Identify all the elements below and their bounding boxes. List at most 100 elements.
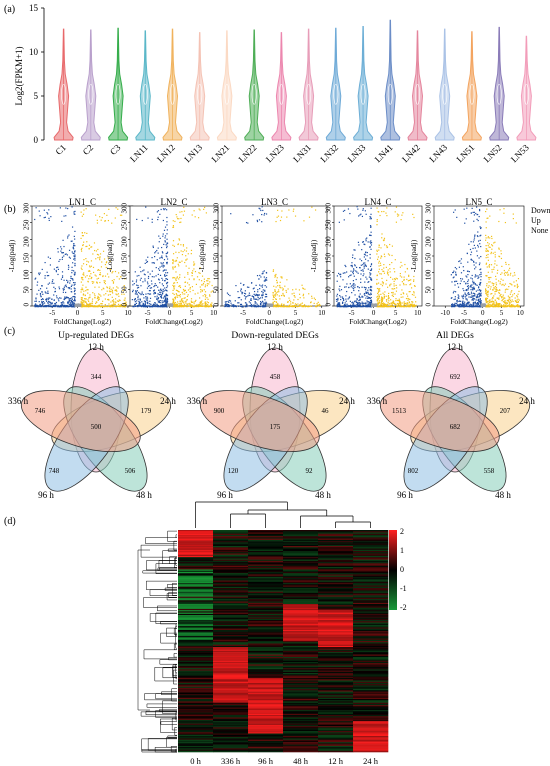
volcano-xtick-label: -5 [349,309,355,317]
volcano-xtick-label: -5 [240,309,246,317]
volcano-xtick-label: 10 [414,309,422,317]
legend-down: Down [531,206,550,215]
volcano-ytick-label: 100 [23,269,31,280]
venn-set-label: 12 h [267,342,283,352]
violin-box [387,83,393,105]
volcano-xtick-label: 5 [500,309,504,317]
legend-none: None [531,226,549,235]
venn-set-label: 24 h [339,396,355,406]
volcano-ylabel: -Log(padj) [309,239,318,272]
venn-set-label: 12 h [88,342,104,352]
volcano-xtick-label: 0 [481,309,485,317]
violin-xlabel: C1 [54,142,69,157]
volcano-frame [433,205,525,307]
violin-xlabel: LN31 [291,142,313,164]
volcano-ytick-label: 250 [425,219,433,230]
volcano-ytick-label: 150 [425,253,433,264]
venn-title: All DEGs [436,331,474,341]
venn-unique-count: 900 [214,407,225,415]
violin-ytick-label: 10 [29,47,39,57]
violin-xlabel: LN42 [400,142,422,164]
venn-title: Down-regulated DEGs [231,331,319,341]
volcano-xtick-label: 0 [76,309,80,317]
violin-box [442,83,448,105]
volcano-xlabel: FoldChange(Log2) [145,317,203,326]
violin-box [523,83,529,105]
venn-unique-count: 558 [484,467,495,475]
heatmap-scale-tick: 2 [400,527,404,536]
violin-box [496,83,502,105]
volcano-ylabel: -Log(padj) [409,239,418,272]
venn-set-label: 96 h [217,490,233,500]
violin-xlabel: LN21 [209,142,231,164]
venn-unique-count: 802 [408,467,419,475]
row-dendrogram [137,530,177,753]
volcano-ytick-label: 300 [425,203,433,214]
volcano-ytick-label: 200 [425,236,433,247]
volcano-points [335,206,417,308]
volcano-ytick-label: 0 [23,303,31,307]
volcano-title: LN4_C [365,197,392,207]
volcano-xtick-label: 10 [124,309,132,317]
venn-center-count: 682 [450,423,461,431]
volcano-xtick-label: -5 [461,309,467,317]
violin-box [333,83,339,105]
volcano-ytick-label: 0 [121,303,129,307]
panel-label-a: (a) [4,4,16,15]
volcano-xlabel: FoldChange(Log2) [246,317,304,326]
legend-up: Up [531,216,541,225]
volcano-points [224,206,321,308]
volcano-ytick-label: 150 [325,253,333,264]
volcano-ytick-label: 200 [121,236,129,247]
volcano-LN3_C: LN3_C 0 50 100 150 200 250 300 -5 0 5 10 FoldChange(… [197,197,328,326]
violin-ytick-label: 5 [34,91,39,101]
volcano-ytick-label: 50 [325,286,333,294]
violins [53,19,537,141]
heatmap-scale-tick: 1 [400,546,404,555]
venn-unique-count: 692 [450,373,461,381]
heatmap-column-label: 48 h [293,756,309,766]
volcano-ytick-label: 300 [213,203,221,214]
volcano-xtick-label: 5 [101,309,105,317]
venn-set-ellipse [20,390,141,452]
venn-center-count: 175 [270,423,281,431]
volcano-xtick-label: 10 [318,309,326,317]
violin-xlabel: LN53 [509,142,531,164]
heatmap-scale-tick: 0 [400,565,404,574]
volcano-LN4_C: LN4_C 0 50 100 150 200 250 300 -5 0 5 10 FoldChange(… [309,197,423,326]
volcano-ytick-label: 0 [213,303,221,307]
venn-set-label: 48 h [136,490,152,500]
venn-unique-count: 46 [322,407,330,415]
violin-box [170,83,176,105]
volcano-ytick-label: 200 [23,236,31,247]
volcano-ytick-label: 100 [325,269,333,280]
heatmap-column-label: 96 h [258,756,274,766]
heatmap-scale-tick: -1 [400,584,407,593]
venn-set-ellipse [199,390,320,452]
heatmap-column-label: 24 h [363,756,379,766]
venn-unique-count: 120 [228,467,239,475]
volcano-points [450,206,520,308]
violin-xlabel: LN41 [373,142,395,164]
violin-xlabel: LN43 [427,142,449,164]
violin-xlabel: LN23 [264,142,286,164]
venn-unique-count: 344 [91,373,102,381]
volcano-ytick-label: 50 [121,286,129,294]
heatmap-column-label: 12 h [328,756,344,766]
volcano-ytick-label: 250 [213,219,221,230]
violin-ytick-label: 0 [34,135,39,145]
violin-xlabel: LN11 [128,142,150,164]
venn-unique-count: 746 [35,407,46,415]
volcano-ytick-label: 150 [213,253,221,264]
violin-box [414,83,420,105]
heatmap-color-scale [389,530,397,610]
volcano-ytick-label: 250 [325,219,333,230]
violin-box [360,83,366,105]
violin-box [115,83,121,105]
volcano-title: LN2_C [161,197,188,207]
